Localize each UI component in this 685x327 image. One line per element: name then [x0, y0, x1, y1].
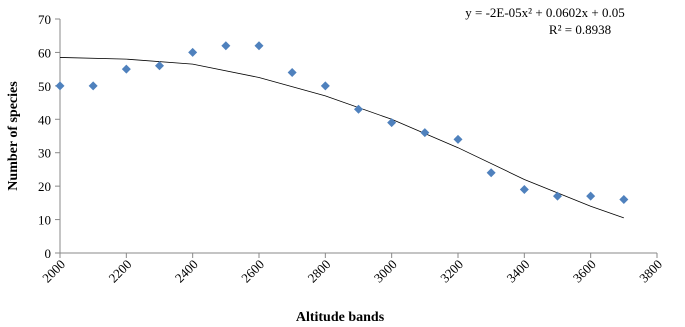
- point: [287, 67, 297, 77]
- y-tick-label: 70: [38, 12, 51, 27]
- x-axis-title: Altitude bands: [296, 310, 385, 325]
- point: [453, 134, 463, 144]
- x-tick-label: 3800: [636, 257, 665, 286]
- y-tick-label: 10: [38, 213, 51, 228]
- y-tick-label: 50: [38, 79, 51, 94]
- y-tick-label: 30: [38, 146, 51, 161]
- x-tick-label: 2600: [238, 257, 267, 286]
- trend-equation: y = -2E-05x² + 0.0602x + 0.05: [465, 5, 625, 20]
- point: [188, 47, 198, 57]
- y-tick-label: 20: [38, 179, 51, 194]
- point: [387, 118, 397, 128]
- y-tick-label: 60: [38, 45, 51, 60]
- x-tick-label: 3200: [437, 257, 466, 286]
- r-squared: R² = 0.8938: [549, 22, 611, 37]
- y-tick-label: 0: [45, 246, 52, 261]
- point: [486, 168, 496, 178]
- point: [519, 184, 529, 194]
- x-tick-label: 2800: [304, 257, 333, 286]
- point: [121, 64, 131, 74]
- x-tick-label: 2200: [105, 257, 134, 286]
- y-tick-label: 40: [38, 112, 51, 127]
- point: [55, 81, 65, 91]
- x-tick-label: 3000: [371, 257, 400, 286]
- point: [221, 41, 231, 51]
- point: [553, 191, 562, 201]
- point: [320, 81, 330, 91]
- point: [420, 128, 430, 138]
- point: [354, 104, 363, 114]
- point: [619, 195, 629, 205]
- y-axis-title: Number of species: [6, 81, 21, 191]
- x-tick-label: 2000: [39, 257, 68, 286]
- trendline: [59, 57, 624, 219]
- x-tick-label: 3600: [570, 257, 599, 286]
- point: [254, 41, 264, 51]
- x-tick-label: 2400: [172, 257, 201, 286]
- point: [155, 61, 164, 71]
- point: [88, 81, 98, 91]
- point: [586, 191, 596, 201]
- x-tick-label: 3400: [503, 257, 532, 286]
